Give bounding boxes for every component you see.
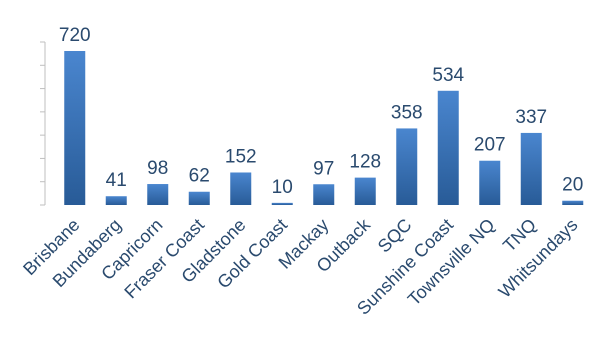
data-label: 97	[313, 158, 334, 179]
bar-capricorn	[147, 184, 169, 205]
data-label: 720	[59, 25, 91, 46]
bar-brisbane	[64, 51, 86, 205]
bar-gladstone	[230, 172, 252, 205]
data-label: 62	[189, 166, 210, 187]
bar-gold-coast	[271, 202, 293, 205]
bars	[64, 51, 584, 205]
bar-fraser-coast	[188, 191, 210, 205]
bar-townsville-nq	[479, 160, 501, 205]
data-label: 152	[225, 146, 257, 167]
data-label: 358	[391, 102, 423, 123]
data-label: 98	[147, 158, 168, 179]
data-label: 207	[474, 135, 506, 156]
bar-whitsundays	[562, 200, 584, 205]
bar-sunshine-coast	[437, 90, 459, 205]
data-label: 337	[515, 107, 547, 128]
bar-sqc	[396, 128, 418, 205]
bar-mackay	[313, 184, 335, 205]
data-label: 534	[432, 65, 464, 86]
bar-bundaberg	[105, 196, 127, 205]
data-label: 41	[106, 170, 127, 191]
data-labels: 720 41 98 62 152 10 97 128 358 534 207 337 20	[59, 25, 583, 198]
data-label: 10	[272, 177, 293, 198]
y-axis	[40, 41, 46, 206]
bar-outback	[354, 177, 376, 205]
data-label: 128	[349, 152, 381, 173]
bar-tnq	[520, 132, 542, 205]
data-label: 20	[562, 175, 583, 196]
